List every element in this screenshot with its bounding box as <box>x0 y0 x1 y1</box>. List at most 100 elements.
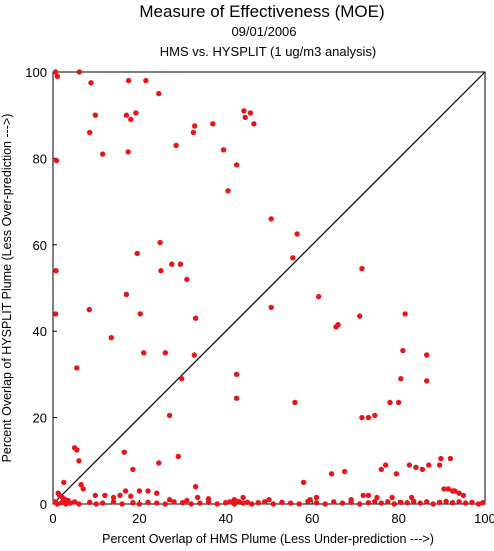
y-tick-label: 20 <box>33 411 47 426</box>
data-point <box>339 500 346 506</box>
data-point <box>130 466 136 473</box>
data-point <box>469 499 475 505</box>
data-point <box>58 500 65 506</box>
data-point <box>322 501 328 507</box>
data-point <box>128 116 134 123</box>
data-point <box>233 395 240 401</box>
data-point <box>123 291 130 298</box>
data-point <box>52 69 59 75</box>
data-point <box>387 399 393 406</box>
data-point <box>169 261 175 267</box>
data-point <box>359 265 365 272</box>
data-point <box>125 149 131 155</box>
data-point <box>316 293 322 300</box>
data-point <box>242 114 248 121</box>
data-point <box>268 304 274 311</box>
axis-ticks: 0 20 40 60 80 100 0 20 40 60 80 100 <box>25 65 494 526</box>
data-point <box>251 121 257 127</box>
data-point <box>430 501 436 507</box>
data-point <box>100 151 106 157</box>
data-point <box>447 455 454 462</box>
data-point <box>92 492 99 499</box>
data-point <box>62 497 68 503</box>
data-point <box>357 501 363 507</box>
data-point <box>110 494 117 501</box>
data-point <box>162 501 168 507</box>
data-point <box>100 500 106 506</box>
data-point <box>145 488 151 494</box>
data-point <box>136 488 143 494</box>
data-point <box>117 492 123 499</box>
data-point <box>55 490 61 496</box>
data-point <box>244 499 251 505</box>
data-point <box>247 110 254 116</box>
data-point <box>378 500 384 506</box>
data-point <box>74 365 80 371</box>
data-point <box>378 466 384 473</box>
data-point <box>462 500 469 506</box>
data-point <box>171 499 177 505</box>
data-point <box>227 499 233 505</box>
data-point <box>121 449 128 455</box>
data-point <box>110 499 117 505</box>
data-point <box>313 500 320 506</box>
data-point <box>166 497 173 503</box>
data-point <box>268 216 274 222</box>
data-point <box>331 499 337 505</box>
data-point <box>436 499 443 505</box>
data-point <box>389 494 395 501</box>
data-point <box>80 486 86 492</box>
x-tick-label: 20 <box>132 511 146 526</box>
y-tick-label: 0 <box>40 497 47 512</box>
data-point <box>382 462 389 468</box>
data-point <box>136 501 143 507</box>
data-point <box>134 250 140 257</box>
data-point <box>249 501 255 507</box>
data-point <box>262 499 268 505</box>
data-point <box>223 500 229 506</box>
data-point <box>341 468 348 475</box>
data-point <box>460 492 467 499</box>
data-point <box>125 77 132 84</box>
data-point <box>88 80 94 86</box>
data-point <box>307 497 313 503</box>
data-point <box>398 499 404 505</box>
data-point <box>404 500 410 506</box>
x-axis-label: Percent Overlap of HMS Plume (Less Under… <box>102 532 434 546</box>
data-point <box>71 499 78 505</box>
data-point <box>52 311 59 317</box>
x-tick-label: 40 <box>219 511 233 526</box>
data-point <box>372 412 378 419</box>
data-point <box>128 493 134 499</box>
data-point <box>87 499 93 505</box>
data-point <box>54 501 60 507</box>
x-tick-label: 80 <box>391 511 405 526</box>
data-point <box>53 157 60 164</box>
data-point <box>145 499 151 505</box>
chart-title: Measure of Effectiveness (MOE) <box>139 2 384 21</box>
data-point <box>266 497 272 503</box>
data-point <box>141 350 147 356</box>
data-point <box>236 498 242 505</box>
data-point <box>357 313 363 319</box>
data-point <box>443 498 449 505</box>
data-point <box>480 500 486 506</box>
data-point <box>76 69 83 75</box>
data-point <box>348 497 354 503</box>
data-point <box>190 129 197 136</box>
data-point <box>220 147 227 153</box>
data-point <box>408 494 415 501</box>
data-point <box>359 414 365 421</box>
data-point <box>449 500 456 506</box>
data-point <box>424 378 430 384</box>
data-point <box>154 490 160 496</box>
data-point <box>240 500 246 506</box>
one-to-one-line <box>52 71 486 505</box>
data-point <box>296 501 302 507</box>
data-point <box>395 399 402 406</box>
data-point <box>157 239 163 246</box>
data-point <box>300 479 307 486</box>
data-point <box>233 371 240 378</box>
data-point <box>365 492 372 499</box>
y-tick-label: 100 <box>25 65 47 80</box>
